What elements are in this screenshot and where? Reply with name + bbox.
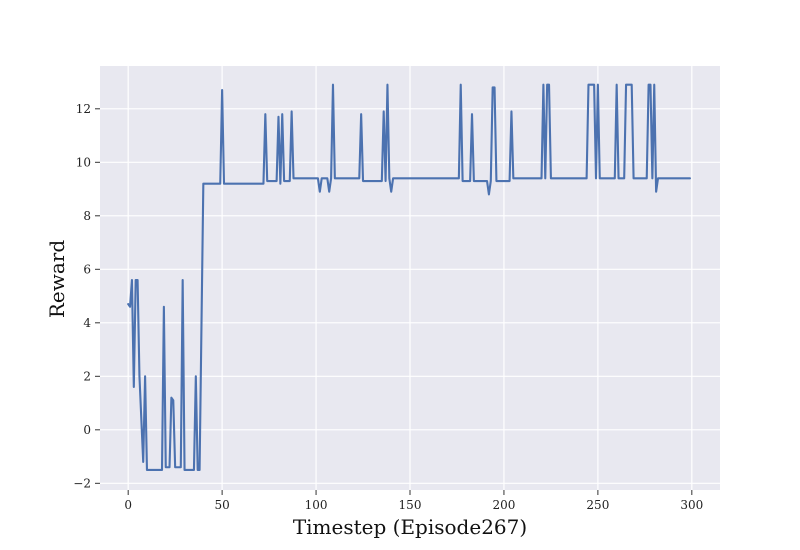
y-tick-label: 0 bbox=[83, 423, 91, 437]
x-axis-ticks: 0 50 100 150 200 250 300 bbox=[124, 490, 703, 512]
y-tick-label: 6 bbox=[83, 262, 91, 276]
y-tick-label: 10 bbox=[76, 155, 91, 169]
grid bbox=[100, 66, 720, 490]
x-tick-label: 200 bbox=[492, 498, 515, 512]
x-axis-title: Timestep (Episode267) bbox=[293, 515, 527, 539]
x-tick-label: 100 bbox=[305, 498, 328, 512]
y-tick-label: 8 bbox=[83, 209, 91, 223]
x-tick-label: 50 bbox=[214, 498, 229, 512]
y-tick-label: 12 bbox=[76, 102, 91, 116]
x-tick-label: 150 bbox=[399, 498, 422, 512]
x-tick-label: 250 bbox=[586, 498, 609, 512]
y-tick-label: 2 bbox=[83, 369, 91, 383]
series-layer bbox=[127, 83, 691, 471]
y-axis-title: Reward bbox=[45, 240, 69, 318]
x-tick-label: 0 bbox=[124, 498, 132, 512]
reward-series-line bbox=[127, 83, 691, 471]
y-tick-label: −2 bbox=[73, 476, 91, 490]
y-tick-label: 4 bbox=[83, 316, 91, 330]
y-axis-ticks: −2 0 2 4 6 8 10 12 bbox=[73, 102, 100, 490]
x-tick-label: 300 bbox=[680, 498, 703, 512]
